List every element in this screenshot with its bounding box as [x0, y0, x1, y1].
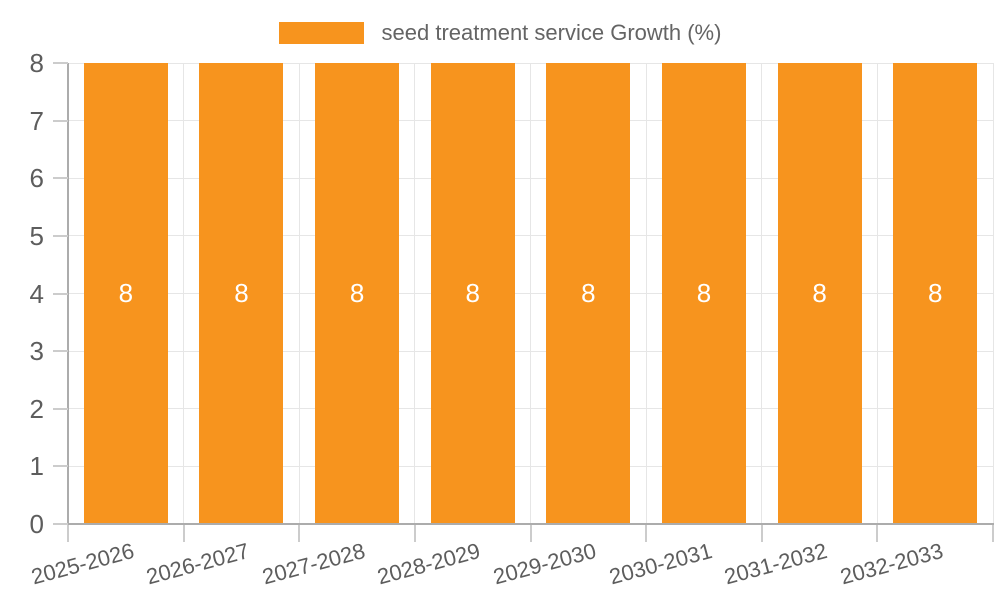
gridline-vertical: [992, 63, 994, 524]
gridline-vertical: [414, 63, 416, 524]
gridline-vertical: [876, 63, 878, 524]
bar: 8: [661, 63, 746, 524]
x-tick-label: 2026-2027: [143, 538, 252, 590]
gridline-vertical: [761, 63, 763, 524]
x-tick-mark: [876, 525, 879, 542]
chart-legend: seed treatment service Growth (%): [0, 20, 1000, 46]
y-axis-line: [67, 63, 69, 524]
bar: 8: [83, 63, 168, 524]
y-tick-mark: [53, 465, 68, 468]
y-tick-mark: [53, 407, 68, 410]
x-axis-line: [67, 523, 994, 525]
x-tick-mark: [298, 525, 301, 542]
x-tick-label: 2027-2028: [259, 538, 368, 590]
y-tick-label: 2: [29, 393, 44, 424]
y-tick-label: 5: [29, 220, 44, 251]
y-tick-mark: [53, 177, 68, 180]
y-tick-label: 4: [29, 278, 44, 309]
bar-value-label: 8: [581, 278, 596, 308]
x-tick-mark: [182, 525, 185, 542]
x-tick-label: 2030-2031: [606, 538, 715, 590]
bar: 8: [546, 63, 631, 524]
bar-value-label: 8: [465, 278, 480, 308]
bar: 8: [315, 63, 400, 524]
y-tick-mark: [53, 62, 68, 64]
legend-label: seed treatment service Growth (%): [381, 20, 722, 45]
y-tick-label: 3: [29, 336, 44, 367]
x-tick-label: 2032-2033: [837, 538, 946, 590]
plot-area: 8 8 8 8 8 8 8 8 0 1 2 3 4 5 6 7 8 2025-2026 2026-2027 2027-…: [28, 50, 994, 589]
x-tick-label: 2031-2032: [721, 538, 831, 590]
x-tick-mark: [67, 525, 69, 542]
x-tick-label: 2025-2026: [28, 538, 137, 590]
y-tick-label: 0: [29, 509, 44, 539]
bar-value-label: 8: [234, 278, 249, 308]
x-tick-label: 2029-2030: [490, 538, 599, 590]
bar: 8: [199, 63, 284, 524]
y-tick-label: 1: [29, 451, 44, 482]
x-tick-mark: [413, 525, 416, 542]
x-tick-label: 2028-2029: [375, 538, 484, 590]
x-tick-mark: [645, 525, 648, 542]
bar: 8: [777, 63, 862, 524]
bar-value-label: 8: [118, 278, 134, 308]
y-tick-mark: [53, 523, 68, 525]
bar-value-label: 8: [349, 278, 365, 308]
bar-value-label: 8: [927, 278, 943, 308]
bar: 8: [430, 63, 515, 524]
y-tick-mark: [53, 350, 68, 353]
gridline-vertical: [645, 63, 647, 524]
gridline-vertical: [298, 63, 300, 524]
bar: 8: [893, 63, 978, 524]
legend-swatch: [278, 22, 364, 44]
gridline-vertical: [183, 63, 185, 524]
gridline-vertical: [530, 63, 531, 524]
y-tick-label: 7: [29, 105, 44, 136]
x-tick-mark: [529, 525, 532, 542]
bar-value-label: 8: [812, 278, 827, 308]
y-tick-label: 8: [29, 48, 44, 78]
y-tick-label: 6: [29, 163, 44, 194]
bar-value-label: 8: [696, 278, 712, 308]
x-tick-mark: [760, 525, 763, 542]
x-tick-mark: [992, 525, 994, 542]
y-tick-mark: [53, 292, 68, 295]
y-tick-mark: [53, 119, 68, 122]
y-tick-mark: [53, 234, 68, 237]
